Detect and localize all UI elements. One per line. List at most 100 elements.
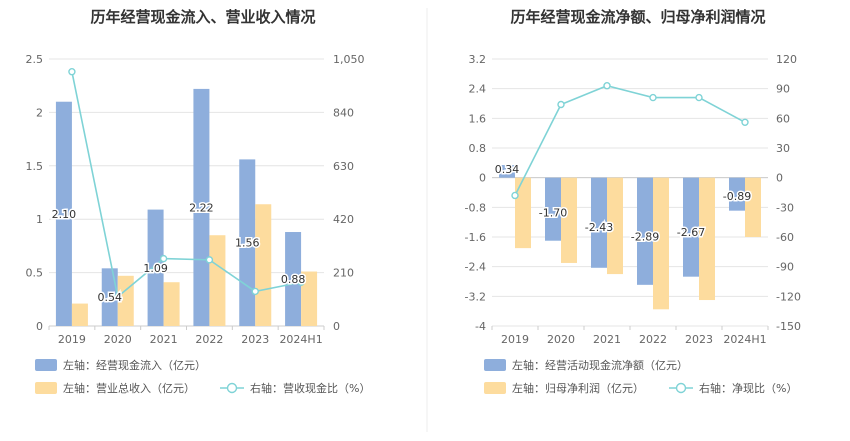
- chart-title: 历年经营现金流净额、归母净利润情况: [510, 8, 765, 26]
- left-axis-tick-label: 0: [479, 172, 486, 185]
- legend-swatch-line-point: [226, 382, 238, 394]
- bar-series-2: [515, 177, 531, 249]
- bar-series-1: [591, 177, 607, 268]
- right-axis-tick-label: 630: [333, 160, 354, 173]
- bar-series-2: [301, 271, 318, 326]
- data-label: -2.67: [677, 226, 705, 239]
- legend-label: 右轴：净现比（%）: [699, 381, 797, 395]
- bar-series-1: [55, 101, 72, 326]
- category-label: 2019: [501, 333, 529, 346]
- left-axis-tick-label: 1.5: [26, 160, 44, 173]
- line-series: [71, 71, 302, 299]
- left-axis-tick-label: 1: [36, 213, 43, 226]
- data-label: -1.70: [539, 206, 567, 219]
- bar-series-2: [653, 177, 669, 310]
- left-axis-tick-label: 0: [36, 320, 43, 333]
- bar-series-2: [745, 177, 761, 237]
- line-point: [557, 100, 565, 109]
- legend-label: 左轴：经营现金流入（亿元）: [63, 358, 206, 372]
- category-label: 2022: [195, 333, 223, 346]
- data-label: 2.10: [52, 208, 77, 221]
- category-label: 2022: [639, 333, 667, 346]
- line-point: [511, 191, 519, 200]
- data-label: 1.56: [235, 237, 260, 250]
- left-axis-tick-label: 0.8: [469, 142, 487, 155]
- bar-series-2: [607, 177, 623, 275]
- category-label: 2020: [104, 333, 132, 346]
- bar-series-2: [163, 282, 180, 326]
- category-label: 2023: [685, 333, 713, 346]
- line-point: [251, 287, 259, 296]
- line-point: [297, 278, 305, 286]
- left-axis-tick-label: 0.5: [26, 267, 44, 280]
- data-label: -0.89: [723, 190, 751, 203]
- data-label: 0.88: [281, 273, 306, 286]
- bar-series-2: [117, 275, 134, 326]
- right-axis-tick-label: 30: [776, 142, 790, 155]
- data-label: -2.43: [585, 221, 613, 234]
- bar-series-2: [699, 177, 715, 301]
- data-label: -2.89: [631, 231, 659, 244]
- bar-series-1: [729, 177, 745, 211]
- legend-label: 右轴：营收现金比（%）: [250, 381, 370, 395]
- legend-label: 左轴：归母净利润（亿元）: [512, 381, 644, 395]
- data-label: 2.22: [189, 201, 214, 214]
- left-axis-tick-label: -2.4: [465, 261, 486, 274]
- legend-swatch-bar-2: [35, 382, 57, 394]
- line-point: [114, 293, 122, 301]
- bar-series-1: [193, 88, 210, 327]
- left-axis-tick-label: 2.4: [469, 83, 487, 96]
- right-axis-tick-label: 840: [333, 106, 354, 119]
- right-axis-tick-label: -30: [776, 201, 794, 214]
- right-axis-tick-label: -90: [776, 261, 794, 274]
- left-axis-tick-label: 2: [36, 106, 43, 119]
- bar-series-1: [239, 159, 256, 326]
- left-axis-tick-label: -0.8: [465, 201, 486, 214]
- right-axis-tick-label: -120: [776, 290, 801, 303]
- legend-swatch-bar-1: [35, 359, 57, 371]
- right-axis-tick-label: 90: [776, 83, 790, 96]
- line-point: [68, 68, 76, 76]
- bar-series-1: [683, 177, 699, 277]
- line-point: [603, 81, 611, 90]
- line-series: [514, 84, 746, 196]
- right-axis-tick-label: 60: [776, 112, 790, 125]
- category-label: 2019: [58, 333, 86, 346]
- bar-series-2: [255, 204, 272, 326]
- data-label: 1.09: [143, 262, 168, 275]
- data-label: 0.34: [495, 163, 520, 176]
- line-point: [649, 93, 657, 102]
- category-label: 2023: [241, 333, 269, 346]
- category-label: 2021: [150, 333, 178, 346]
- left-axis-tick-label: 2.5: [26, 53, 44, 66]
- data-label: 0.54: [98, 291, 123, 304]
- left-axis-tick-label: 3.2: [469, 53, 487, 66]
- bar-series-1: [147, 209, 164, 326]
- right-axis-tick-label: 120: [776, 53, 797, 66]
- right-axis-tick-label: 210: [333, 267, 354, 280]
- bar-series-2: [561, 177, 577, 263]
- bar-series-1: [101, 268, 118, 326]
- left-axis-tick-label: 1.6: [469, 112, 487, 125]
- category-label: 2021: [593, 333, 621, 346]
- category-label: 2020: [547, 333, 575, 346]
- legend-swatch-line-point: [675, 382, 687, 394]
- left-axis-tick-label: -4: [475, 320, 486, 333]
- right-axis-tick-label: -150: [776, 320, 801, 333]
- legend-swatch-bar-1: [484, 359, 506, 371]
- left-axis-tick-label: -1.6: [465, 231, 486, 244]
- right-axis-tick-label: 1,050: [333, 53, 365, 66]
- right-axis-tick-label: 420: [333, 213, 354, 226]
- legend-label: 左轴：营业总收入（亿元）: [63, 381, 195, 395]
- bar-series-2: [209, 235, 226, 326]
- right-axis-tick-label: 0: [333, 320, 340, 333]
- line-point: [159, 254, 168, 263]
- legend-label: 左轴：经营活动现金流净额（亿元）: [512, 358, 688, 372]
- left-axis-tick-label: -3.2: [465, 290, 486, 303]
- line-point: [205, 256, 214, 264]
- bar-series-2: [71, 303, 88, 326]
- bar-series-1: [285, 232, 302, 326]
- bar-series-1: [545, 177, 561, 241]
